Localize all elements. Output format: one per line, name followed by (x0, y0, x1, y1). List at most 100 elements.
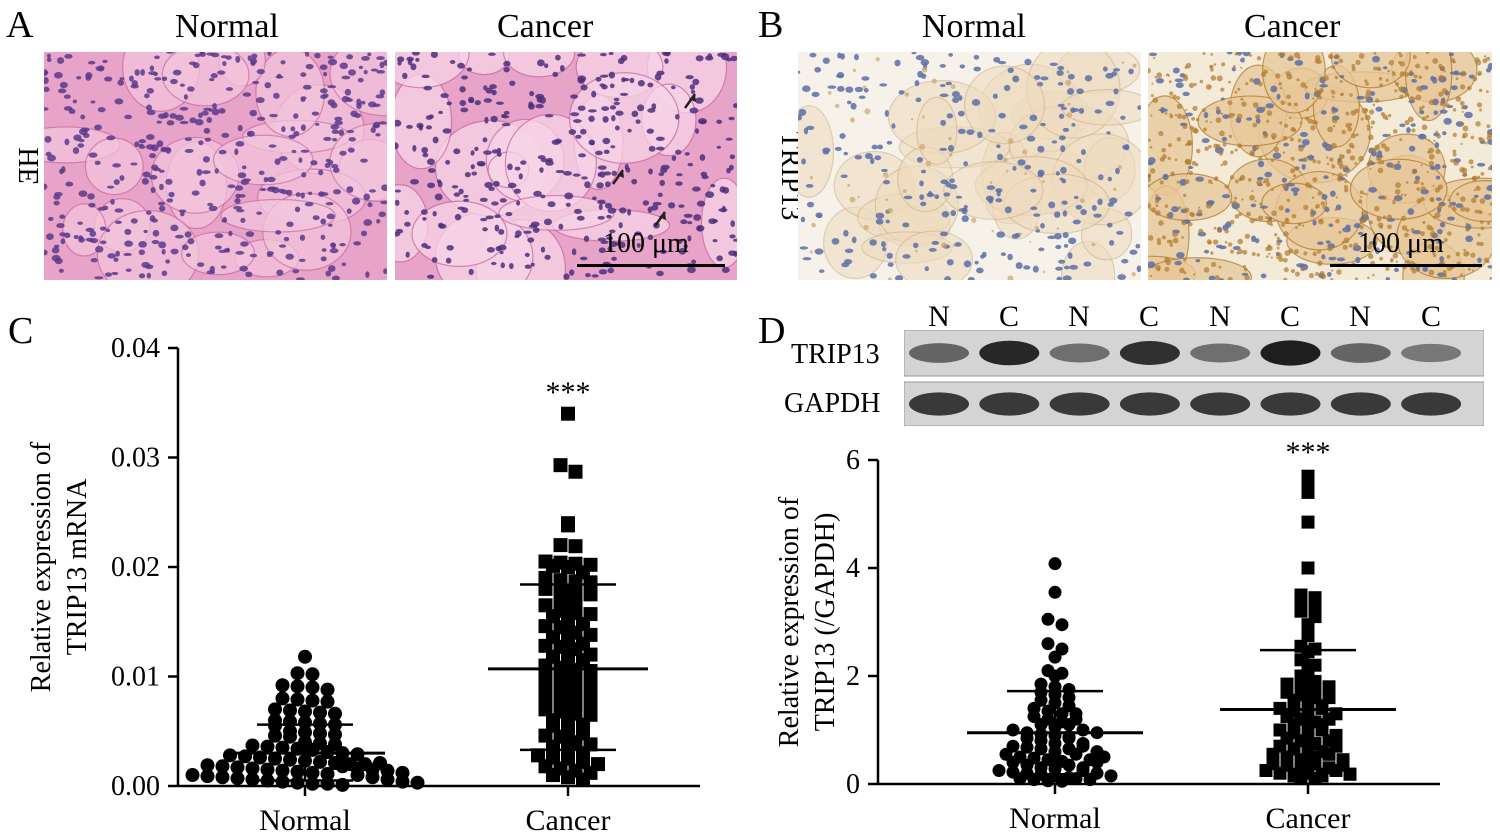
dab-stain (1411, 169, 1417, 175)
cell-nucleus (228, 230, 233, 237)
cell-nucleus (158, 169, 165, 173)
data-point (245, 738, 260, 753)
cell-nucleus (495, 245, 502, 252)
data-point (260, 739, 275, 754)
data-point (305, 680, 320, 695)
cell-nucleus (319, 192, 329, 196)
dab-stain (1197, 209, 1203, 215)
cell-nucleus (952, 96, 960, 104)
dab-stain (1347, 126, 1353, 132)
dab-stain (1428, 153, 1435, 160)
cell-nucleus (655, 136, 665, 141)
cell-nucleus (320, 94, 327, 100)
cell-nucleus (1203, 111, 1209, 119)
dab-stain (1166, 213, 1171, 218)
cell-nucleus (212, 102, 217, 110)
dab-stain (1170, 171, 1175, 177)
y-axis-label: Relative expression of TRIP13 mRNA (26, 441, 93, 692)
dab-stain (1213, 226, 1217, 230)
cell-nucleus (125, 268, 132, 272)
cell-nucleus (80, 114, 86, 120)
cell-nucleus (650, 204, 659, 211)
cell-nucleus (719, 186, 726, 193)
cell-nucleus (1062, 210, 1068, 217)
dab-stain (1262, 106, 1266, 110)
data-point (1287, 693, 1301, 707)
cell-nucleus (642, 200, 650, 206)
dab-stain (1394, 188, 1401, 195)
cell-nucleus (53, 71, 63, 79)
cell-nucleus (1084, 75, 1093, 82)
cell-nucleus (569, 269, 575, 276)
dab-stain (1183, 74, 1188, 79)
data-point (1006, 723, 1020, 737)
cell-nucleus (1121, 258, 1129, 264)
cell-nucleus (836, 85, 845, 92)
cell-nucleus (246, 130, 255, 137)
data-point (1301, 515, 1315, 529)
cell-nucleus (614, 241, 619, 247)
cell-nucleus (152, 229, 160, 237)
cell-nucleus (877, 144, 884, 150)
cell-nucleus (520, 160, 527, 165)
dab-stain (1487, 131, 1492, 138)
cell-nucleus (404, 221, 411, 227)
cell-nucleus (196, 168, 203, 176)
dab-stain (1282, 231, 1289, 237)
dab-stain (1406, 259, 1411, 264)
dab-stain (1358, 53, 1365, 59)
dab-stain (1382, 215, 1387, 220)
cell-nucleus (570, 94, 579, 99)
cell-nucleus (206, 270, 216, 275)
cell-nucleus (159, 205, 166, 212)
cell-nucleus (845, 86, 854, 93)
cell-nucleus (732, 238, 737, 242)
cell-nucleus (1136, 265, 1141, 273)
cell-nucleus (72, 99, 77, 104)
dab-stain (1392, 252, 1399, 259)
cell-nucleus (266, 186, 276, 192)
dab-stain (1205, 203, 1212, 209)
dab-stain (1460, 206, 1466, 212)
dab-stain (1360, 195, 1363, 198)
data-point (283, 703, 297, 718)
data-point (305, 765, 320, 780)
tissue-structure (916, 96, 958, 166)
data-point (1329, 764, 1343, 777)
dab-stain (1317, 160, 1321, 164)
cell-nucleus (1111, 71, 1117, 77)
blot-band (1190, 343, 1251, 363)
data-point (185, 768, 200, 783)
dab-stain (1414, 179, 1420, 185)
cell-nucleus (587, 109, 597, 113)
dab-stain (1370, 160, 1374, 164)
dab-stain (1461, 110, 1464, 113)
dab-stain (1188, 170, 1193, 176)
dab-stain (1431, 250, 1435, 254)
cell-nucleus (208, 78, 215, 82)
dab-stain (1479, 210, 1483, 215)
dab-stain (1377, 222, 1384, 228)
cell-nucleus (323, 71, 328, 77)
dab-stain (1447, 204, 1451, 208)
cell-nucleus (334, 120, 343, 126)
cell-nucleus (694, 128, 700, 134)
cell-nucleus (1321, 193, 1328, 200)
cell-nucleus (696, 224, 705, 232)
dab-stain (1477, 175, 1481, 179)
cell-nucleus (1172, 67, 1180, 74)
dab-stain (952, 243, 956, 248)
dab-stain (1367, 253, 1374, 260)
dab-stain (1378, 161, 1381, 165)
cell-nucleus (1162, 173, 1169, 181)
dab-stain (1367, 244, 1373, 250)
cell-nucleus (411, 52, 420, 56)
dab-stain (1242, 249, 1248, 255)
cell-nucleus (412, 145, 417, 152)
cell-nucleus (44, 77, 49, 84)
cell-nucleus (484, 116, 489, 124)
cell-nucleus (843, 229, 849, 237)
blot-label-trip13: TRIP13 (791, 339, 880, 370)
dab-stain (1029, 241, 1032, 244)
cell-nucleus (725, 137, 733, 141)
